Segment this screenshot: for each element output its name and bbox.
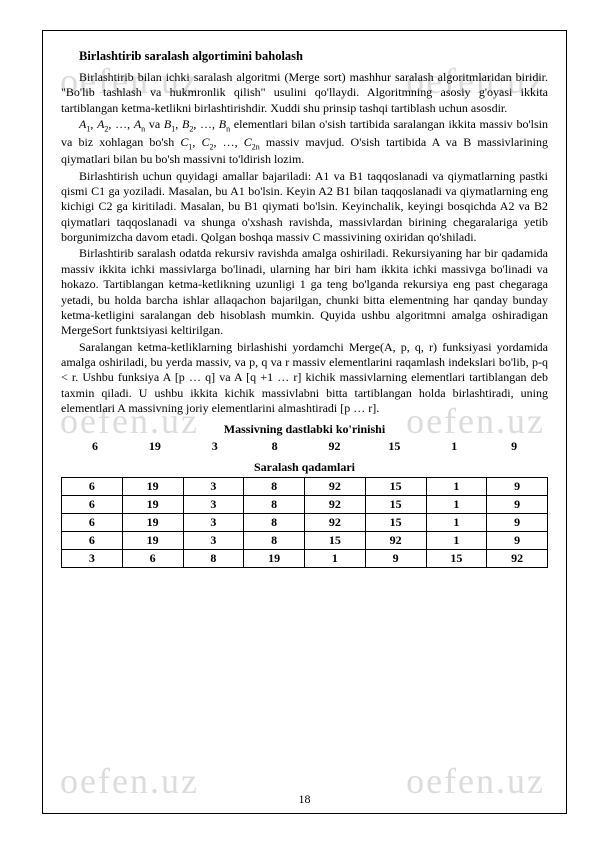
paragraph-5: Saralangan ketma-ketliklarning birlashis…: [61, 340, 548, 417]
table-cell: 1: [426, 478, 487, 496]
sort-steps-table: 6 19 3 8 92 15 1 9 6 19 3 8 92 15 1 9 6 …: [61, 477, 548, 568]
table-cell: 8: [244, 532, 305, 550]
table-cell: 8: [244, 496, 305, 514]
table-cell: 8: [244, 478, 305, 496]
table-cell: 92: [305, 496, 366, 514]
text-fragment: , …,: [214, 135, 244, 149]
table-cell: 3: [183, 514, 244, 532]
text-fragment: , …,: [108, 117, 133, 131]
table-cell: 3: [183, 496, 244, 514]
table-cell: 6: [62, 478, 123, 496]
table-cell: 19: [122, 532, 183, 550]
table-cell: 1: [426, 532, 487, 550]
table-cell: 92: [305, 514, 366, 532]
table-cell: 92: [305, 478, 366, 496]
text-fragment: , …,: [193, 117, 218, 131]
table-cell: 92: [365, 532, 426, 550]
table-cell: 1: [426, 496, 487, 514]
table-cell: 15: [365, 496, 426, 514]
array-cell: 6: [65, 439, 125, 454]
table-cell: 15: [426, 550, 487, 568]
paragraph-3: Birlashtirish uchun quyidagi amallar baj…: [61, 169, 548, 246]
section-title: Birlashtirib saralash algortimini bahola…: [61, 49, 548, 64]
table-cell: 3: [183, 478, 244, 496]
initial-array-row: 6 19 3 8 92 15 1 9: [61, 439, 548, 454]
array-cell: 15: [364, 439, 424, 454]
table-cell: 3: [183, 532, 244, 550]
table-cell: 15: [365, 514, 426, 532]
table-cell: 9: [487, 478, 548, 496]
table-cell: 6: [62, 532, 123, 550]
text-fragment: va: [145, 117, 164, 131]
paragraph-2: A1, A2, …, An va B1, B2, …, Bn elementla…: [61, 117, 548, 168]
array-cell: 9: [484, 439, 544, 454]
page-number: 18: [43, 792, 566, 807]
table-row: 6 19 3 8 92 15 1 9: [62, 478, 548, 496]
array-cell: 19: [125, 439, 185, 454]
paragraph-4: Birlashtirib saralash odatda rekursiv ra…: [61, 246, 548, 338]
table-cell: 19: [122, 478, 183, 496]
table-cell: 3: [62, 550, 123, 568]
table-cell: 19: [244, 550, 305, 568]
table-cell: 8: [244, 514, 305, 532]
page-frame: Birlashtirib saralash algortimini bahola…: [42, 30, 567, 814]
table-cell: 9: [487, 496, 548, 514]
table-cell: 9: [487, 514, 548, 532]
table-cell: 1: [305, 550, 366, 568]
table-cell: 6: [62, 496, 123, 514]
table-row: 3 6 8 19 1 9 15 92: [62, 550, 548, 568]
table-cell: 6: [122, 550, 183, 568]
table-cell: 15: [305, 532, 366, 550]
array-cell: 1: [424, 439, 484, 454]
paragraph-1: Birlashtirib bilan ichki saralash algori…: [61, 70, 548, 116]
table-cell: 1: [426, 514, 487, 532]
heading-sort-steps: Saralash qadamlari: [61, 460, 548, 475]
table-cell: 6: [62, 514, 123, 532]
array-cell: 92: [305, 439, 365, 454]
array-cell: 3: [185, 439, 245, 454]
table-row: 6 19 3 8 92 15 1 9: [62, 514, 548, 532]
table-cell: 19: [122, 496, 183, 514]
table-cell: 8: [183, 550, 244, 568]
table-cell: 9: [365, 550, 426, 568]
table-row: 6 19 3 8 92 15 1 9: [62, 496, 548, 514]
table-cell: 92: [487, 550, 548, 568]
array-cell: 8: [245, 439, 305, 454]
table-cell: 15: [365, 478, 426, 496]
heading-initial-array: Massivning dastlabki ko'rinishi: [61, 422, 548, 437]
table-cell: 19: [122, 514, 183, 532]
table-cell: 9: [487, 532, 548, 550]
table-row: 6 19 3 8 15 92 1 9: [62, 532, 548, 550]
